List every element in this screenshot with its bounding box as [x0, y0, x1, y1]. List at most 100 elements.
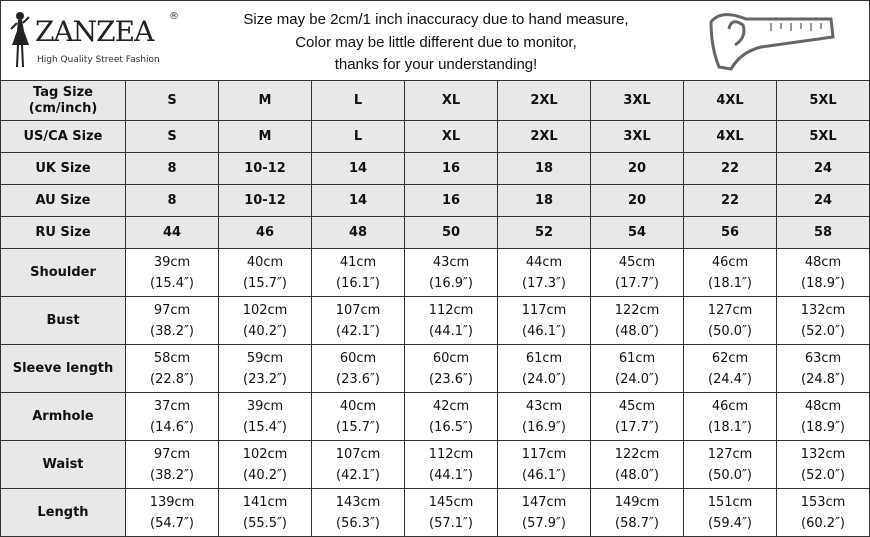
- measurement-cell: 153cm (60.2″): [776, 488, 870, 537]
- size-row: AU Size 8 10-12 14 16 18 20 22 24: [0, 184, 870, 217]
- measurement-cell: 45cm (17.7″): [590, 392, 684, 441]
- measurement-cell: 61cm (24.0″): [497, 344, 591, 393]
- size-cell: 5XL: [776, 80, 870, 121]
- measurement-cell: 48cm (18.9″): [776, 392, 870, 441]
- cm-value: 122cm: [614, 302, 660, 318]
- measurement-cell: 40cm (15.7″): [218, 248, 312, 297]
- measurement-cell: 145cm (57.1″): [404, 488, 498, 537]
- cm-value: 60cm: [432, 350, 470, 366]
- measurement-cell: 132cm (52.0″): [776, 296, 870, 345]
- inch-value: (50.0″): [708, 467, 752, 483]
- size-cell: 50: [404, 216, 498, 249]
- size-cell: 5XL: [776, 120, 870, 153]
- inch-value: (15.7″): [243, 275, 287, 291]
- size-cell: 20: [590, 152, 684, 185]
- inch-value: (54.7″): [150, 515, 194, 531]
- inch-value: (18.9″): [801, 419, 845, 435]
- inch-value: (48.0″): [615, 467, 659, 483]
- measurement-cell: 46cm (18.1″): [683, 392, 777, 441]
- row-label: Waist: [0, 440, 126, 489]
- cm-value: 48cm: [804, 254, 842, 270]
- inch-value: (57.9″): [522, 515, 566, 531]
- size-cell: S: [125, 120, 219, 153]
- inch-value: (59.4″): [708, 515, 752, 531]
- size-row: Tag Size (cm/inch) S M L XL 2XL 3XL 4XL 5XL: [0, 80, 870, 121]
- measurement-cell: 41cm (16.1″): [311, 248, 405, 297]
- cm-value: 141cm: [242, 494, 288, 510]
- inch-value: (57.1″): [429, 515, 473, 531]
- size-cell: 2XL: [497, 120, 591, 153]
- cm-value: 122cm: [614, 446, 660, 462]
- inch-value: (52.0″): [801, 467, 845, 483]
- measurement-cell: 39cm (15.4″): [218, 392, 312, 441]
- inch-value: (44.1″): [429, 323, 473, 339]
- size-cell: 8: [125, 152, 219, 185]
- inch-value: (16.1″): [336, 275, 380, 291]
- notice-line: Color may be little different due to mon…: [295, 33, 577, 51]
- inch-value: (52.0″): [801, 323, 845, 339]
- size-cell: 14: [311, 152, 405, 185]
- cm-value: 112cm: [428, 302, 474, 318]
- measurement-cell: 107cm (42.1″): [311, 440, 405, 489]
- measurement-cell: 147cm (57.9″): [497, 488, 591, 537]
- inch-value: (24.0″): [615, 371, 659, 387]
- measurement-cell: 117cm (46.1″): [497, 296, 591, 345]
- row-label: Armhole: [0, 392, 126, 441]
- measurement-cell: 151cm (59.4″): [683, 488, 777, 537]
- row-label: Sleeve length: [0, 344, 126, 393]
- row-label: AU Size: [0, 184, 126, 217]
- cm-value: 37cm: [153, 398, 191, 414]
- cm-value: 39cm: [246, 398, 284, 414]
- cm-value: 139cm: [149, 494, 195, 510]
- measurement-cell: 43cm (16.9″): [497, 392, 591, 441]
- cm-value: 41cm: [339, 254, 377, 270]
- cm-value: 39cm: [153, 254, 191, 270]
- measurement-cell: 46cm (18.1″): [683, 248, 777, 297]
- size-cell: 24: [776, 184, 870, 217]
- cm-value: 60cm: [339, 350, 377, 366]
- measurement-row: Sleeve length 58cm (22.8″) 59cm (23.2″) 60cm (…: [0, 344, 870, 393]
- measurement-cell: 39cm (15.4″): [125, 248, 219, 297]
- cm-value: 62cm: [711, 350, 749, 366]
- inch-value: (46.1″): [522, 323, 566, 339]
- measurement-cell: 149cm (58.7″): [590, 488, 684, 537]
- notice-line: thanks for your understanding!: [334, 56, 538, 73]
- size-cell: 2XL: [497, 80, 591, 121]
- measurement-cell: 62cm (24.4″): [683, 344, 777, 393]
- cm-value: 102cm: [242, 302, 288, 318]
- inch-value: (42.1″): [336, 323, 380, 339]
- size-cell: 18: [497, 152, 591, 185]
- size-cell: L: [311, 80, 405, 121]
- cm-value: 145cm: [428, 494, 474, 510]
- row-label: Length: [0, 488, 126, 537]
- cm-value: 46cm: [711, 398, 749, 414]
- cm-value: 42cm: [432, 398, 470, 414]
- inch-value: (22.8″): [150, 371, 194, 387]
- size-cell: 4XL: [683, 80, 777, 121]
- inch-value: (40.2″): [243, 467, 287, 483]
- measurement-cell: 127cm (50.0″): [683, 296, 777, 345]
- brand-logo: ZANZEA ® High Quality Street Fashion: [7, 7, 197, 73]
- size-cell: 4XL: [683, 120, 777, 153]
- cm-value: 45cm: [618, 398, 656, 414]
- size-cell: XL: [404, 120, 498, 153]
- cm-value: 61cm: [525, 350, 563, 366]
- measurement-cell: 61cm (24.0″): [590, 344, 684, 393]
- measurement-cell: 112cm (44.1″): [404, 296, 498, 345]
- brand-tagline: High Quality Street Fashion: [37, 55, 160, 65]
- inch-value: (56.3″): [336, 515, 380, 531]
- cm-value: 63cm: [804, 350, 842, 366]
- cm-value: 112cm: [428, 446, 474, 462]
- cm-value: 127cm: [707, 446, 753, 462]
- inch-value: (58.7″): [615, 515, 659, 531]
- cm-value: 102cm: [242, 446, 288, 462]
- inch-value: (38.2″): [150, 323, 194, 339]
- size-cell: XL: [404, 80, 498, 121]
- measurement-cell: 43cm (16.9″): [404, 248, 498, 297]
- inch-value: (23.6″): [336, 371, 380, 387]
- brand-name: ZANZEA: [35, 15, 154, 48]
- inch-value: (17.3″): [522, 275, 566, 291]
- cm-value: 48cm: [804, 398, 842, 414]
- size-cell: 46: [218, 216, 312, 249]
- measurement-cell: 44cm (17.3″): [497, 248, 591, 297]
